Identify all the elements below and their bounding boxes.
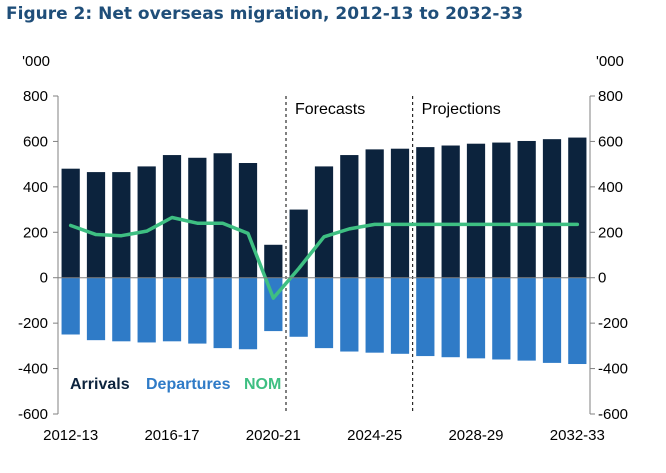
legend-departures: Departures <box>146 376 231 393</box>
nom-point-2032-33 <box>576 223 578 225</box>
departures-bar-2032-33 <box>568 277 587 365</box>
nom-point-2017-18 <box>196 222 198 224</box>
arrivals-bar-2014-15 <box>112 172 131 278</box>
y-unit-label-right: '000 <box>596 53 624 70</box>
period-dividers <box>285 96 414 414</box>
departures-bar-2025-26 <box>390 277 410 354</box>
departures-bar-2031-32 <box>542 277 562 363</box>
arrivals-bar-2023-24 <box>340 155 359 278</box>
departures-bar-2029-30 <box>492 277 511 360</box>
departures-bar-2015-16 <box>137 277 156 343</box>
y-tick-label-left--400: -400 <box>18 361 48 378</box>
y-tick-label-right-600: 600 <box>598 133 623 150</box>
y-tick-label-left-600: 600 <box>23 133 48 150</box>
y-tick-label-left-800: 800 <box>23 88 48 105</box>
y-tick-label-right--600: -600 <box>598 406 628 423</box>
x-tick-label-2016-17: 2016-17 <box>144 427 199 444</box>
arrivals-bar-2029-30 <box>492 142 511 278</box>
nom-point-2022-23 <box>323 236 325 238</box>
departures-bar-2012-13 <box>61 277 80 335</box>
nom-point-2027-28 <box>450 223 452 225</box>
nom-point-2025-26 <box>399 223 401 225</box>
forecasts-label: Forecasts <box>295 101 365 118</box>
nom-point-2031-32 <box>551 223 553 225</box>
departures-bar-2016-17 <box>162 277 182 342</box>
nom-point-2015-16 <box>146 230 148 232</box>
arrivals-bar-2020-21 <box>264 244 283 278</box>
y-tick-label-left-400: 400 <box>23 179 48 196</box>
arrivals-bar-2024-25 <box>365 149 384 278</box>
y-unit-label-left: '000 <box>22 53 50 70</box>
departures-bar-2024-25 <box>365 277 384 353</box>
arrivals-bar-2031-32 <box>542 139 562 278</box>
nom-point-2028-29 <box>475 223 477 225</box>
y-tick-label-right-800: 800 <box>598 88 623 105</box>
nom-point-2023-24 <box>348 228 350 230</box>
departures-bar-2019-20 <box>238 277 258 350</box>
departures-bar-2017-18 <box>188 277 207 344</box>
nom-point-2013-14 <box>95 234 97 236</box>
arrivals-bar-2013-14 <box>86 172 106 278</box>
x-tick-label-2012-13: 2012-13 <box>43 427 98 444</box>
tick-labels-layer: -600 -600 -400 -400 -200 -200 0 0 200 200 400 400 60… <box>18 53 628 444</box>
nom-point-2019-20 <box>247 232 249 234</box>
departures-bar-2018-19 <box>213 277 232 349</box>
axes-layer <box>53 95 595 415</box>
nom-point-2014-15 <box>120 235 122 237</box>
annotations-layer: Forecasts Projections <box>295 101 501 118</box>
y-tick-label-left--600: -600 <box>18 406 48 423</box>
nom-point-2026-27 <box>424 223 426 225</box>
departures-bar-2023-24 <box>340 277 359 352</box>
arrivals-bar-2022-23 <box>314 166 334 278</box>
arrivals-bar-2019-20 <box>238 163 258 278</box>
nom-point-2020-21 <box>272 297 274 299</box>
departures-bar-2013-14 <box>86 277 106 341</box>
departures-bar-2022-23 <box>314 277 334 349</box>
arrivals-bar-2012-13 <box>61 168 80 278</box>
arrivals-bar-2015-16 <box>137 166 156 278</box>
nom-point-2016-17 <box>171 217 173 219</box>
arrivals-bar-2018-19 <box>213 153 232 278</box>
y-tick-label-right--200: -200 <box>598 315 628 332</box>
departures-bar-2030-31 <box>517 277 536 361</box>
departures-bar-2014-15 <box>112 277 131 342</box>
nom-point-2012-13 <box>70 224 72 226</box>
arrivals-bar-2027-28 <box>441 145 460 278</box>
figure-title: Figure 2: Net overseas migration, 2012-1… <box>6 4 524 24</box>
projections-label: Projections <box>422 101 501 118</box>
y-tick-label-right-400: 400 <box>598 179 623 196</box>
arrivals-bar-2025-26 <box>390 148 410 278</box>
y-tick-label-left-200: 200 <box>23 224 48 241</box>
departures-bar-2021-22 <box>289 277 308 337</box>
nom-point-2018-19 <box>222 222 224 224</box>
departures-bar-2027-28 <box>441 277 460 358</box>
y-tick-label-right--400: -400 <box>598 361 628 378</box>
arrivals-bar-2017-18 <box>188 157 207 278</box>
nom-point-2021-22 <box>298 268 300 270</box>
arrivals-bar-2026-27 <box>416 147 435 278</box>
nom-point-2024-25 <box>374 223 376 225</box>
departures-bar-2028-29 <box>466 277 486 359</box>
y-tick-label-left--200: -200 <box>18 315 48 332</box>
arrivals-bar-2032-33 <box>568 137 587 278</box>
x-tick-label-2032-33: 2032-33 <box>550 427 605 444</box>
arrivals-bar-2028-29 <box>466 143 486 278</box>
legend-arrivals: Arrivals <box>70 376 130 393</box>
legend-nom: NOM <box>244 376 281 393</box>
x-tick-label-2024-25: 2024-25 <box>347 427 402 444</box>
x-tick-label-2020-21: 2020-21 <box>246 427 301 444</box>
nom-point-2030-31 <box>526 223 528 225</box>
departures-bar-2026-27 <box>416 277 435 357</box>
legend: Arrivals Departures NOM <box>70 376 281 393</box>
arrivals-bar-2030-31 <box>517 140 536 278</box>
y-tick-label-left-0: 0 <box>40 270 48 287</box>
bars-layer <box>61 137 587 365</box>
x-tick-label-2028-29: 2028-29 <box>448 427 503 444</box>
y-tick-label-right-200: 200 <box>598 224 623 241</box>
nom-point-2029-30 <box>500 223 502 225</box>
y-tick-label-right-0: 0 <box>598 270 606 287</box>
nom-line-layer <box>68 215 580 300</box>
